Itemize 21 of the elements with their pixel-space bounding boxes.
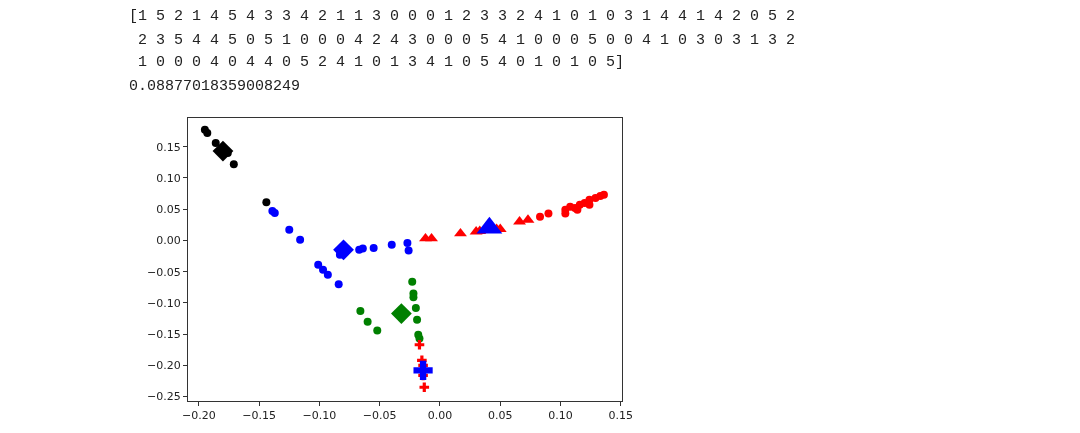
x-tick-label: −0.15 [242,409,276,423]
y-tick-label: 0.05 [156,203,181,217]
y-tick-label: −0.25 [147,390,181,404]
text: 1 0 0 0 4 0 4 4 0 5 2 4 1 0 1 3 4 1 0 5 4 0 1 0 1 0 5] [129,54,625,71]
y-tick-label: −0.05 [147,265,181,279]
x-tick-label: 0.15 [608,409,634,423]
x-tick-label: −0.20 [181,409,216,423]
x-tick-label: −0.05 [362,409,397,423]
text: 0.08877018359008249 [129,78,301,95]
text: 2 3 5 4 4 5 0 5 1 0 0 0 4 2 4 3 0 0 0 5 4 1 0 0 0 5 0 0 4 1 0 3 0 3 1 3 2 [129,32,796,49]
y-tick-label: −0.10 [147,296,181,310]
y-tick-label: 0.00 [156,234,181,248]
text: [1 5 2 1 4 5 4 3 3 4 2 1 1 3 0 0 0 1 2 3 3 2 4 1 0 1 0 3 1 4 4 1 4 2 0 5 2 [129,8,796,25]
x-tick-label: −0.10 [302,409,337,423]
x-tick-label: 0.05 [487,409,513,423]
y-tick-label: −0.15 [147,328,181,341]
x-tick-label: 0.00 [427,409,453,423]
y-tick-label: 0.10 [156,171,181,185]
x-tick-label: 0.10 [548,409,573,423]
y-tick-label: −0.20 [147,359,181,373]
y-tick-label: 0.15 [156,140,181,154]
